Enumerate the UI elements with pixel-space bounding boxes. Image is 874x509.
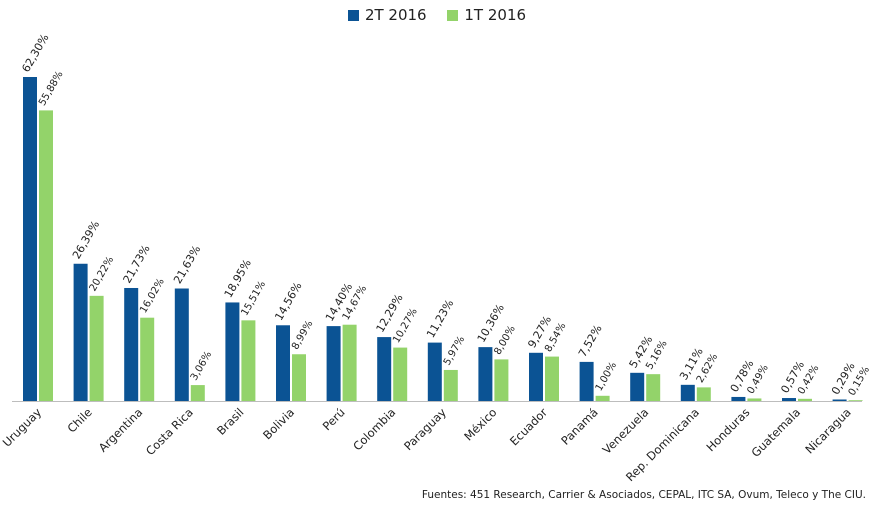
bar-2t-15 bbox=[782, 398, 796, 401]
value-label-2t-3: 21,63% bbox=[171, 243, 203, 286]
value-label-1t-8: 5,97% bbox=[442, 334, 467, 367]
bar-2t-11 bbox=[579, 361, 594, 401]
bar-1t-7 bbox=[393, 347, 408, 401]
category-label-15: Guatemala bbox=[748, 405, 803, 460]
bar-2t-7 bbox=[377, 337, 392, 401]
bar-1t-10 bbox=[545, 356, 559, 401]
value-label-2t-8: 11,23% bbox=[424, 297, 456, 340]
bar-2t-1 bbox=[73, 263, 88, 401]
value-label-1t-11: 1,00% bbox=[594, 360, 619, 393]
value-label-1t-2: 16,02% bbox=[138, 277, 167, 316]
category-label-2: Argentina bbox=[96, 405, 146, 455]
category-label-16: Nicaragua bbox=[802, 405, 853, 456]
legend-item-2t-2016: 2T 2016 bbox=[347, 6, 427, 24]
bar-1t-13 bbox=[696, 387, 711, 401]
bar-2t-12 bbox=[630, 372, 645, 401]
category-label-10: Ecuador bbox=[507, 405, 550, 448]
legend-swatch-1t-2016 bbox=[447, 9, 459, 21]
source-note: Fuentes: 451 Research, Carrier & Asociad… bbox=[421, 489, 866, 501]
category-label-4: Brasil bbox=[214, 405, 247, 438]
bar-2t-14 bbox=[731, 396, 746, 401]
bar-1t-11 bbox=[595, 395, 610, 401]
value-label-2t-0: 62,30% bbox=[19, 32, 51, 75]
bar-1t-0 bbox=[39, 110, 53, 401]
bar-1t-8 bbox=[443, 369, 458, 401]
category-label-9: México bbox=[461, 405, 499, 443]
bar-2t-0 bbox=[23, 77, 37, 401]
legend-label-1t-2016: 1T 2016 bbox=[464, 6, 527, 24]
category-label-6: Perú bbox=[320, 405, 348, 433]
bar-1t-12 bbox=[646, 374, 661, 401]
bar-2t-6 bbox=[326, 326, 341, 401]
bar-2t-8 bbox=[427, 342, 442, 401]
value-label-2t-2: 21,73% bbox=[121, 243, 153, 286]
category-label-1: Chile bbox=[64, 405, 94, 435]
value-label-2t-4: 18,95% bbox=[222, 257, 254, 300]
bar-2t-13 bbox=[680, 384, 695, 401]
bar-2t-4 bbox=[225, 302, 240, 401]
bar-2t-3 bbox=[174, 288, 189, 401]
bar-1t-3 bbox=[190, 385, 205, 401]
value-label-1t-5: 8,99% bbox=[290, 319, 315, 352]
bar-1t-9 bbox=[494, 359, 509, 401]
bar-2t-2 bbox=[124, 287, 139, 401]
value-label-1t-3: 3,06% bbox=[189, 350, 214, 383]
bar-1t-5 bbox=[292, 354, 306, 401]
bar-1t-4 bbox=[241, 320, 256, 401]
value-label-1t-4: 15,51% bbox=[239, 279, 268, 318]
category-label-14: Honduras bbox=[703, 405, 752, 454]
category-label-12: Venezuela bbox=[600, 405, 652, 457]
bar-1t-6 bbox=[342, 324, 357, 401]
category-label-0: Uruguay bbox=[0, 405, 44, 450]
value-label-2t-11: 7,52% bbox=[576, 323, 605, 360]
value-label-2t-1: 26,39% bbox=[70, 218, 102, 261]
value-label-1t-0: 55,88% bbox=[37, 69, 66, 108]
bar-2t-10 bbox=[529, 352, 543, 401]
category-label-3: Costa Rica bbox=[143, 405, 196, 458]
category-label-8: Paraguay bbox=[401, 405, 449, 453]
value-label-2t-5: 14,56% bbox=[272, 280, 304, 323]
legend-swatch-2t-2016 bbox=[347, 9, 359, 21]
chart-legend: 2T 2016 1T 2016 bbox=[0, 6, 874, 25]
bar-2t-16 bbox=[832, 399, 847, 401]
bar-2t-9 bbox=[478, 347, 493, 401]
bar-1t-2 bbox=[140, 317, 155, 401]
category-label-5: Bolivia bbox=[260, 405, 297, 442]
legend-item-1t-2016: 1T 2016 bbox=[447, 6, 526, 24]
category-label-11: Panamá bbox=[558, 405, 600, 447]
bar-1t-1 bbox=[89, 295, 104, 401]
bar-1t-16 bbox=[848, 400, 863, 401]
bar-1t-15 bbox=[798, 398, 812, 401]
legend-label-2t-2016: 2T 2016 bbox=[364, 6, 427, 24]
category-label-7: Colombia bbox=[350, 405, 398, 453]
value-label-1t-1: 20,22% bbox=[88, 255, 117, 294]
bar-1t-14 bbox=[747, 398, 762, 401]
bar-2t-5 bbox=[276, 325, 290, 401]
value-label-1t-9: 8,00% bbox=[492, 324, 517, 357]
